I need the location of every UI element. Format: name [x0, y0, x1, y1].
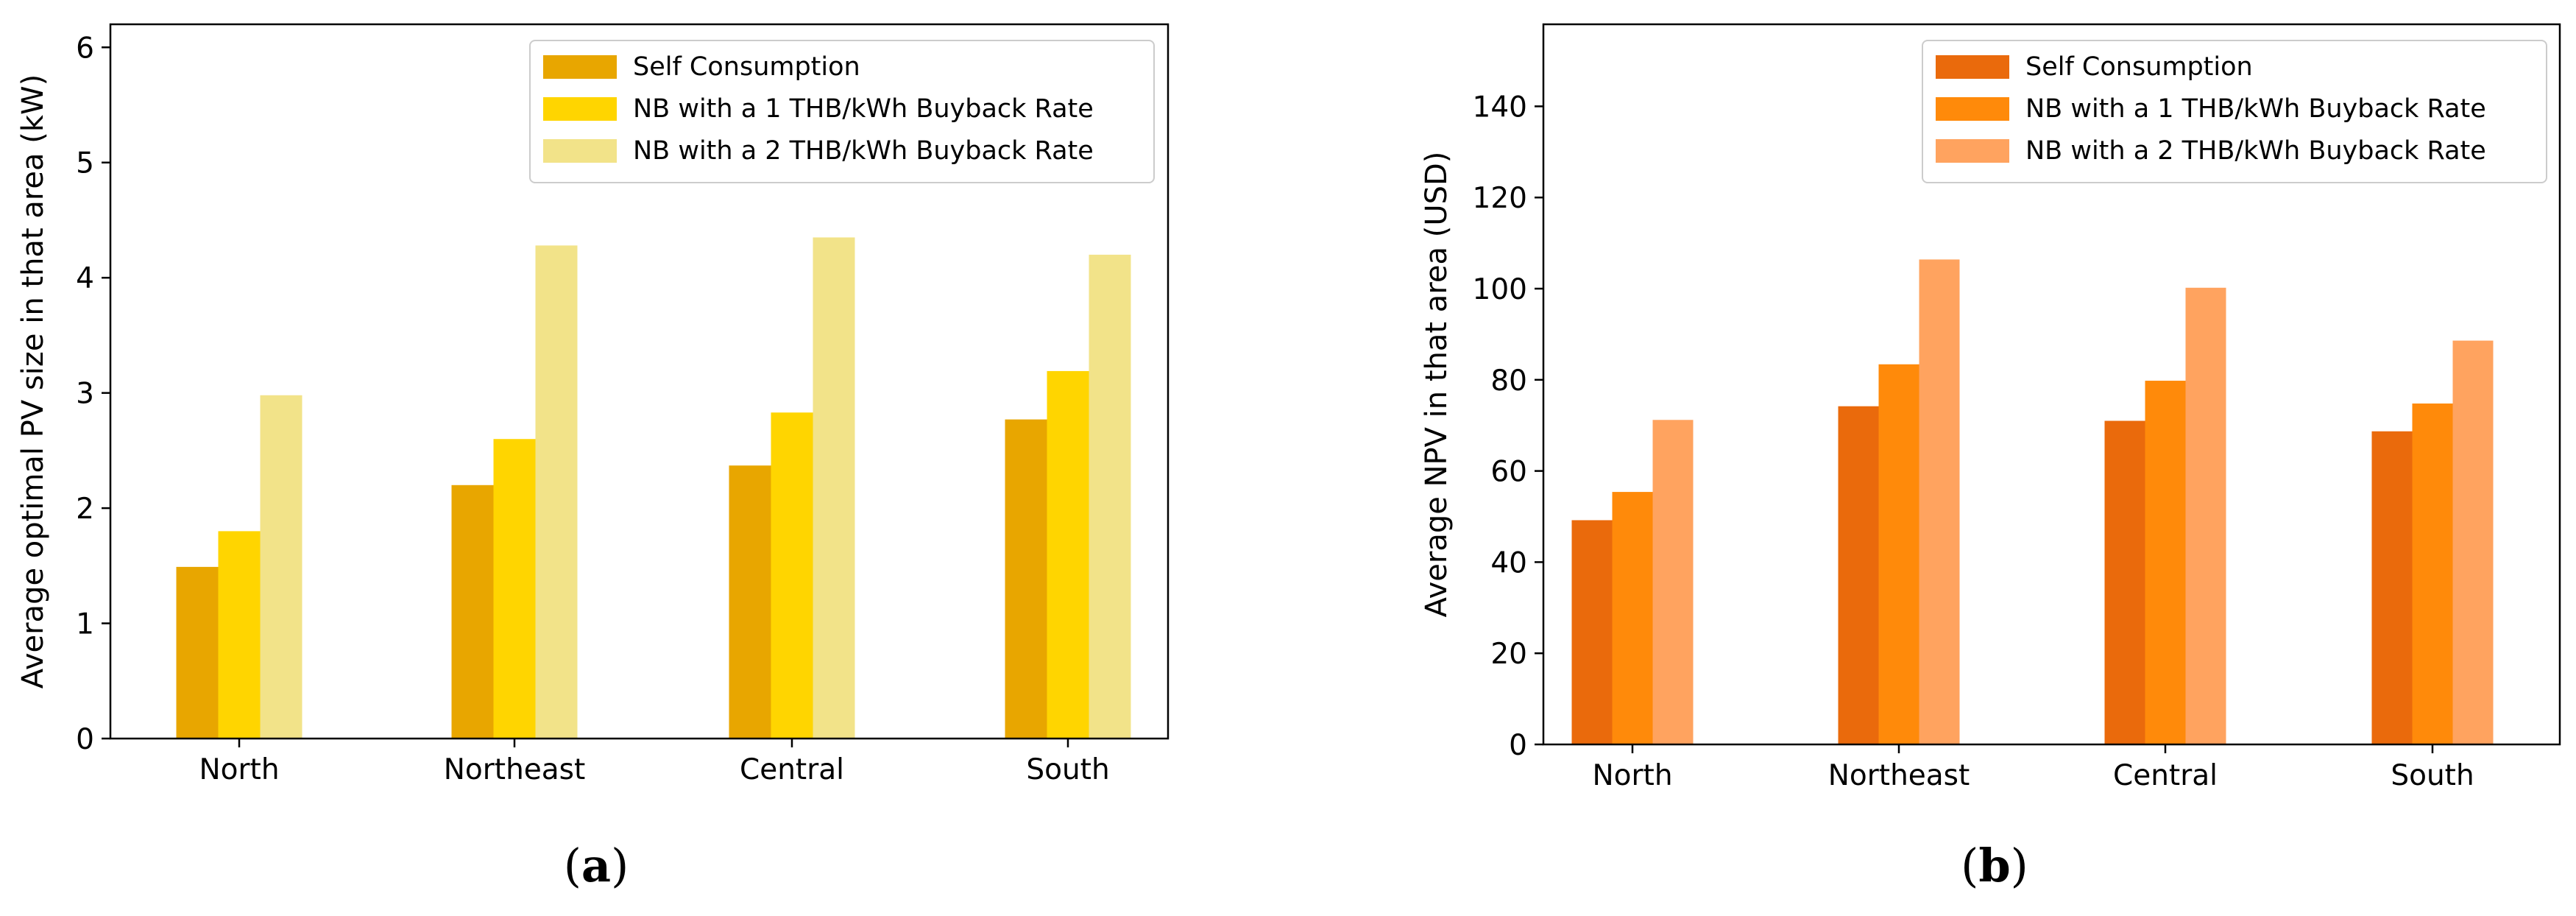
x-tick-label-a-central: Central [740, 753, 844, 786]
panel-b-caption: (b) [1961, 839, 2028, 892]
bar-b-s1-north [1612, 492, 1653, 744]
y-tick-label-b: 0 [1509, 729, 1527, 762]
legend-b: Self Consumption NB with a 1 THB/kWh Buyb… [1922, 40, 2547, 183]
x-tick-label-a-south: South [1026, 753, 1109, 786]
x-tick-label-a-north: North [199, 753, 279, 786]
legend-swatch-a-s1 [543, 97, 617, 121]
x-tick-label-a-northeast: Northeast [444, 753, 586, 786]
x-tick-label-b-north: North [1592, 759, 1672, 792]
panel-a-caption-open: ( [564, 839, 581, 892]
axes-frame-b [1542, 23, 2561, 746]
x-tick-label-b-south: South [2391, 759, 2474, 792]
y-tick-label-a: 2 [76, 493, 94, 526]
y-axis-label-b: Average NPV in that area (USD) [1420, 152, 1454, 618]
bar-b-s0-northeast [1838, 406, 1879, 744]
bar-b-s1-south [2412, 403, 2453, 744]
y-tick-label-a: 6 [76, 32, 94, 65]
legend-a: Self Consumption NB with a 1 THB/kWh Buyb… [529, 40, 1155, 183]
y-tick-label-b: 40 [1490, 546, 1527, 579]
y-tick-label-a: 1 [76, 608, 94, 641]
bar-b-s1-central [2145, 381, 2186, 744]
y-tick-label-b: 20 [1490, 638, 1527, 671]
y-axis-label-a: Average optimal PV size in that area (kW… [16, 74, 50, 688]
bar-a-s0-central [729, 465, 771, 739]
x-tick-label-b-central: Central [2113, 759, 2218, 792]
y-tick-label-b: 100 [1473, 273, 1527, 306]
bar-a-s2-south [1089, 254, 1131, 739]
panel-a-caption: (a) [564, 839, 629, 892]
bar-a-s1-south [1047, 370, 1089, 739]
y-tick-label-a: 3 [76, 378, 94, 411]
bar-b-s2-central [2185, 287, 2226, 745]
legend-swatch-a-s2 [543, 139, 617, 163]
bar-b-s2-south [2452, 340, 2494, 744]
legend-box-b [1922, 40, 2547, 183]
panel-a-caption-letter: a [581, 839, 611, 892]
legend-box-a [529, 40, 1155, 183]
panel-b-caption-close: ) [2011, 839, 2028, 892]
legend-swatch-b-s2 [1936, 139, 2009, 163]
y-tick-label-a: 0 [76, 723, 94, 756]
y-tick-label-b: 140 [1473, 91, 1527, 124]
bar-b-s2-northeast [1919, 259, 1960, 744]
bar-a-s1-north [218, 531, 261, 739]
panel-b-caption-open: ( [1961, 839, 1978, 892]
legend-label-b-s1: NB with a 1 THB/kWh Buyback Rate [2025, 94, 2486, 124]
legend-swatch-b-s0 [1936, 55, 2009, 79]
bar-a-s1-central [771, 412, 813, 739]
panel-a-caption-close: ) [611, 839, 629, 892]
y-tick-label-b: 80 [1490, 364, 1527, 398]
legend-swatch-a-s0 [543, 55, 617, 79]
axes-frame-a [109, 23, 1170, 740]
legend-label-a-s0: Self Consumption [633, 52, 860, 82]
bar-a-s2-central [813, 237, 855, 739]
chart-panel-a: 0 1 2 3 4 5 6 North Northeast Central South Average… [16, 23, 1170, 786]
bar-b-s0-central [2104, 420, 2145, 744]
y-tick-label-b: 120 [1473, 182, 1527, 215]
bar-a-s0-northeast [451, 485, 494, 739]
bar-b-s0-north [1571, 520, 1613, 744]
bar-b-s0-south [2371, 431, 2413, 744]
legend-label-b-s2: NB with a 2 THB/kWh Buyback Rate [2025, 136, 2486, 166]
y-tick-label-b: 60 [1490, 456, 1527, 489]
bar-b-s1-northeast [1878, 364, 1919, 745]
legend-label-a-s1: NB with a 1 THB/kWh Buyback Rate [633, 94, 1094, 124]
legend-label-a-s2: NB with a 2 THB/kWh Buyback Rate [633, 136, 1094, 166]
bar-a-s0-south [1005, 419, 1047, 739]
chart-panel-b: 0 20 40 60 80 100 120 140 North Northeast Central S… [1420, 23, 2561, 792]
x-tick-label-b-northeast: Northeast [1828, 759, 1970, 792]
y-tick-label-a: 4 [76, 262, 94, 295]
bar-a-s2-north [260, 395, 302, 739]
bar-a-s1-northeast [493, 439, 536, 739]
legend-swatch-b-s1 [1936, 97, 2009, 121]
panel-b-caption-letter: b [1978, 839, 2010, 892]
bar-a-s0-north [176, 566, 219, 739]
bar-a-s2-northeast [535, 245, 578, 739]
y-tick-label-a: 5 [76, 147, 94, 180]
bar-b-s2-north [1652, 420, 1694, 744]
legend-label-b-s0: Self Consumption [2025, 52, 2253, 82]
